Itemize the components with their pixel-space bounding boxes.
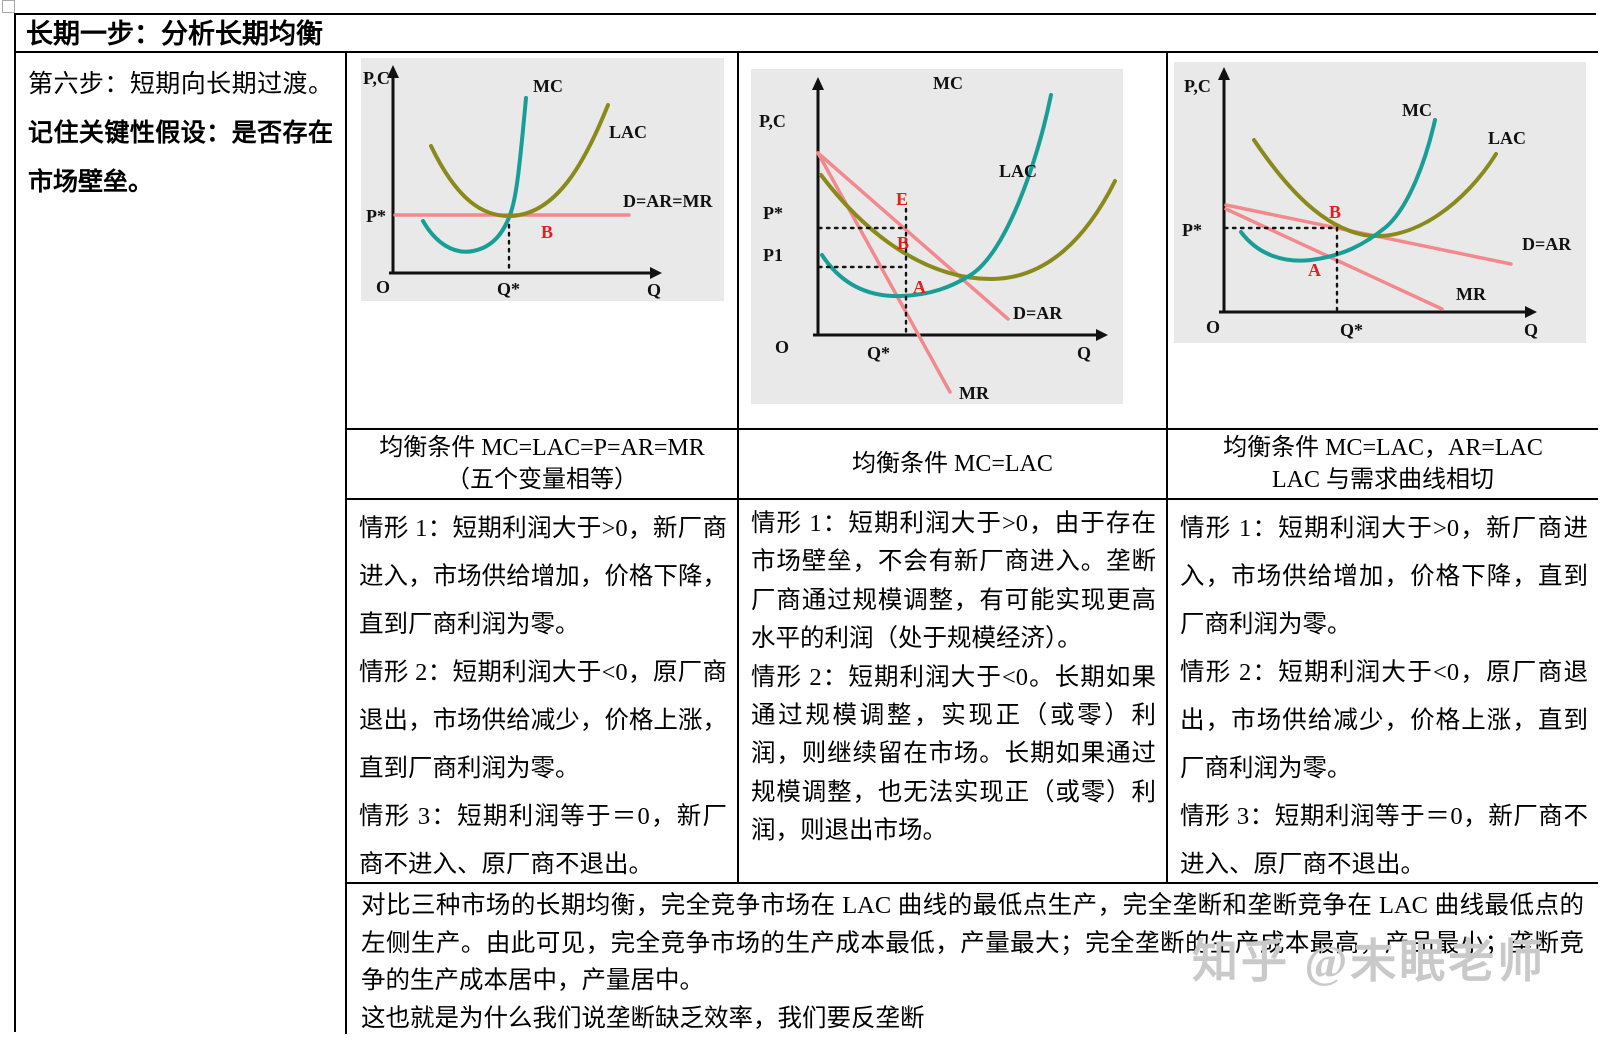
demand-label: D=AR=MR (623, 191, 714, 211)
q-label: Q (1077, 343, 1091, 363)
mc-label: MC (533, 76, 563, 96)
point-b-label: B (897, 233, 909, 253)
mc-label: MC (1402, 100, 1432, 120)
qstar-label: Q* (1340, 320, 1363, 340)
demand-label: D=AR (1013, 303, 1063, 323)
y-axis-arrow (1218, 67, 1230, 80)
scenario-text: 情形 3：短期利润等于＝0，新厂商不进入、原厂商不退出。 (1180, 803, 1588, 878)
lac-curve (1252, 138, 1498, 238)
mr-line (816, 151, 952, 394)
condition-line: （五个变量相等） (446, 467, 638, 493)
perfect-competition-diagram: P,C MC LAC D=AR=MR P* B O Q* Q (363, 65, 714, 300)
lac-curve (819, 173, 1117, 282)
chart-cell-perfect-competition: P,C MC LAC D=AR=MR P* B O Q* Q (347, 53, 739, 430)
scenario-text: 情形 2：短期利润大于<0，原厂商退出，市场供给减少，价格上涨，直到厂商利润为零… (359, 659, 727, 782)
table-header-title: 长期一步：分析长期均衡 (16, 15, 1598, 53)
mr-label: MR (1456, 284, 1487, 304)
lac-label: LAC (609, 122, 647, 142)
condition-cell-perfect-competition: 均衡条件 MC=LAC=P=AR=MR （五个变量相等） (347, 430, 739, 500)
pstar-label: P* (366, 206, 386, 226)
scenario-text: 情形 1：短期利润大于>0，新厂商进入，市场供给增加，价格下降，直到厂商利润为零… (359, 515, 727, 638)
chart-cell-monopoly: P,C MC LAC D=AR MR P* P1 E B A O Q* Q (739, 53, 1168, 430)
lac-curve (429, 103, 610, 219)
y-axis-label: P,C (759, 111, 786, 131)
chart-perfect-competition: P,C MC LAC D=AR=MR P* B O Q* Q (361, 58, 724, 301)
qstar-label: Q* (867, 343, 890, 363)
y-axis-label: P,C (363, 68, 390, 88)
point-b-label: B (1329, 202, 1341, 222)
y-axis-arrow (812, 77, 824, 90)
mc-curve (421, 96, 528, 254)
pstar-label: P* (763, 203, 783, 223)
q-label: Q (647, 280, 661, 300)
demand-line (816, 151, 1010, 321)
zhihu-watermark: 知乎 @未眠老师 (1192, 936, 1547, 987)
x-axis-arrow (1096, 329, 1108, 341)
x-axis-arrow (650, 267, 662, 279)
monopolistic-competition-diagram: P,C MC LAC D=AR MR P* B A O Q* Q (1182, 67, 1572, 340)
point-e-label: E (896, 189, 908, 209)
p1-label: P1 (763, 245, 783, 265)
scenario-cell-perfect-competition: 情形 1：短期利润大于>0，新厂商进入，市场供给增加，价格下降，直到厂商利润为零… (347, 500, 739, 884)
scenario-cell-monopoly: 情形 1：短期利润大于>0，由于存在市场壁垒，不会有新厂商进入。垄断厂商通过规模… (739, 500, 1168, 884)
scenario-text: 情形 2：短期利润大于<0。长期如果通过规模调整，实现正（或零）利润，则继续留在… (751, 663, 1156, 845)
point-a-label: A (1308, 260, 1321, 280)
chart-cell-monopolistic-competition: P,C MC LAC D=AR MR P* B A O Q* Q (1168, 53, 1598, 430)
summary-paragraph: 这也就是为什么我们说垄断缺乏效率，我们要反垄断 (361, 1004, 925, 1032)
scenario-text: 情形 1：短期利润大于>0，由于存在市场壁垒，不会有新厂商进入。垄断厂商通过规模… (751, 510, 1156, 653)
step-note-line1: 第六步：短期向长期过渡。 (28, 71, 333, 98)
point-a-label: A (913, 277, 926, 297)
scenario-cell-monopolistic-competition: 情形 1：短期利润大于>0，新厂商进入，市场供给增加，价格下降，直到厂商利润为零… (1168, 500, 1598, 884)
lac-label: LAC (999, 161, 1037, 181)
condition-line: LAC 与需求曲线相切 (1272, 467, 1494, 493)
condition-line: 均衡条件 MC=LAC=P=AR=MR (379, 435, 705, 461)
scenario-text: 情形 2：短期利润大于<0，原厂商退出，市场供给减少，价格上涨，直到厂商利润为零… (1180, 659, 1588, 782)
demand-label: D=AR (1522, 234, 1572, 254)
chart-monopoly: P,C MC LAC D=AR MR P* P1 E B A O Q* Q (751, 69, 1123, 404)
point-b-label: B (541, 222, 553, 242)
qstar-label: Q* (497, 279, 520, 299)
y-axis-label: P,C (1184, 76, 1211, 96)
origin-label: O (376, 277, 390, 297)
scenario-text: 情形 1：短期利润大于>0，新厂商进入，市场供给增加，价格下降，直到厂商利润为零… (1180, 515, 1588, 638)
long-run-equilibrium-table: 长期一步：分析长期均衡 第六步：短期向长期过渡。记住关键性假设：是否存在市场壁垒… (14, 13, 1598, 1034)
summary-cell: 对比三种市场的长期均衡，完全竞争市场在 LAC 曲线的最低点生产，完全垄断和垄断… (347, 884, 1598, 1034)
mr-line (1224, 207, 1444, 311)
scenario-text: 情形 3：短期利润等于＝0，新厂商不进入、原厂商不退出。 (359, 803, 727, 878)
chart-monopolistic-competition: P,C MC LAC D=AR MR P* B A O Q* Q (1174, 62, 1586, 343)
condition-line: 均衡条件 MC=LAC，AR=LAC (1223, 435, 1543, 461)
origin-label: O (1206, 317, 1220, 337)
mr-label: MR (959, 383, 990, 403)
pstar-label: P* (1182, 220, 1202, 240)
condition-cell-monopoly: 均衡条件 MC=LAC (739, 430, 1168, 500)
q-label: Q (1524, 320, 1538, 340)
step-note-line2: 记住关键性假设：是否存在市场壁垒。 (28, 120, 333, 196)
mc-curve (1239, 118, 1437, 263)
origin-label: O (775, 337, 789, 357)
y-axis-arrow (387, 65, 399, 78)
condition-cell-monopolistic-competition: 均衡条件 MC=LAC，AR=LAC LAC 与需求曲线相切 (1168, 430, 1598, 500)
lac-label: LAC (1488, 128, 1526, 148)
summary-paragraph: 对比三种市场的长期均衡，完全竞争市场在 LAC 曲线的最低点生产，完全垄断和垄断… (361, 892, 1584, 994)
x-axis-arrow (1525, 306, 1537, 318)
condition-line: 均衡条件 MC=LAC (852, 451, 1053, 477)
monopoly-diagram: P,C MC LAC D=AR MR P* P1 E B A O Q* Q (759, 73, 1117, 403)
table-corner-handle (2, 0, 15, 13)
mc-curve (820, 93, 1053, 299)
step-note-cell: 第六步：短期向长期过渡。记住关键性假设：是否存在市场壁垒。 (16, 53, 347, 1034)
mc-label: MC (933, 73, 963, 93)
